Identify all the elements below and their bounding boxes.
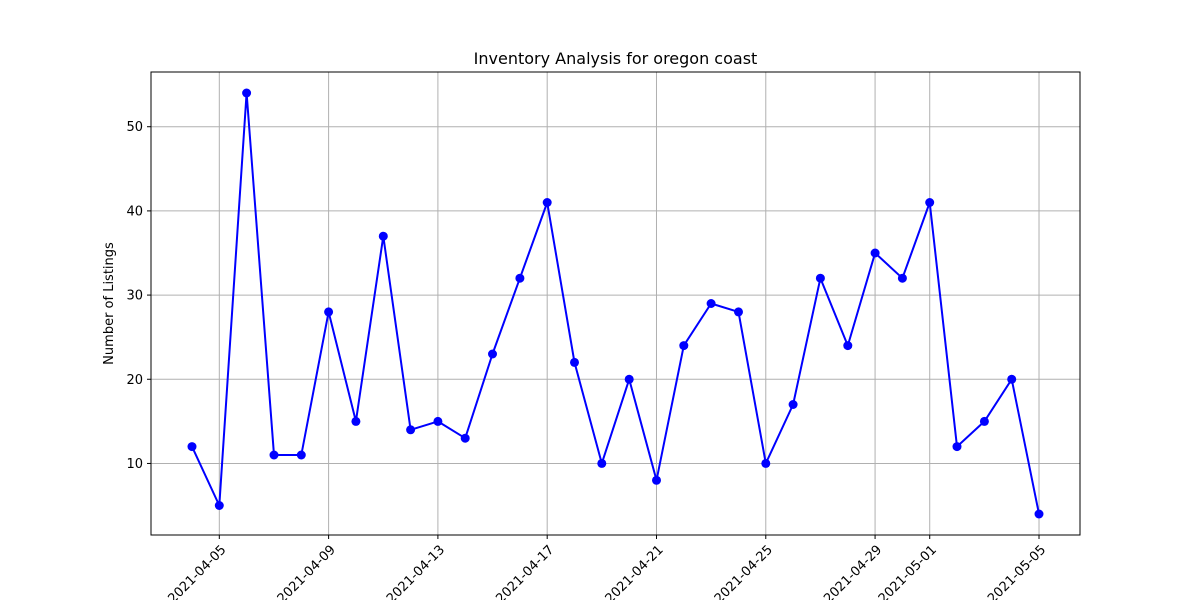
data-point	[542, 198, 552, 207]
y-tick-label: 20	[126, 373, 143, 388]
data-point	[624, 374, 634, 384]
data-point	[679, 341, 689, 351]
x-tick-label: 2021-04-17	[493, 543, 557, 600]
data-point	[870, 248, 880, 258]
data-point	[187, 442, 197, 452]
series-line	[191, 92, 1040, 515]
data-point	[952, 442, 962, 452]
data-point	[269, 450, 279, 460]
data-point	[597, 458, 607, 468]
data-point	[761, 458, 771, 468]
axis-ticks: 10 20 30 40 50 2021-04-05 2021-04-09 2021-04-13…	[126, 120, 1049, 600]
data-point	[378, 231, 388, 241]
data-point	[296, 450, 306, 460]
y-tick-label: 40	[126, 204, 143, 219]
plot-frame	[150, 71, 1081, 536]
data-point	[324, 307, 334, 317]
data-point	[515, 273, 525, 283]
data-point	[460, 433, 470, 443]
data-point	[242, 88, 252, 98]
data-point	[734, 307, 743, 317]
x-tick-label: 2021-05-01	[876, 543, 940, 600]
x-tick-label: 2021-04-13	[384, 543, 448, 600]
y-tick-label: 10	[126, 457, 143, 472]
data-point	[488, 349, 497, 359]
x-tick-label: 2021-04-25	[712, 543, 776, 600]
grid	[151, 72, 1080, 535]
data-point	[843, 341, 853, 351]
data-point	[706, 299, 716, 308]
data-point	[897, 273, 907, 283]
data-point	[815, 273, 825, 283]
data-point	[570, 357, 579, 367]
data-point	[1007, 374, 1017, 384]
x-tick-label: 2021-04-21	[603, 543, 667, 600]
y-axis-label: Number of Listings	[102, 242, 117, 365]
data-point	[788, 400, 798, 409]
x-tick-label: 2021-05-05	[985, 543, 1049, 600]
data-point	[652, 475, 661, 485]
data-point	[351, 416, 361, 426]
data-point	[925, 198, 935, 207]
data-point	[1034, 509, 1044, 519]
data-point	[214, 501, 224, 510]
data-point	[433, 416, 443, 426]
x-tick-label: 2021-04-29	[821, 543, 885, 600]
data-point	[406, 425, 416, 435]
y-tick-label: 50	[126, 120, 143, 135]
y-tick-label: 30	[126, 289, 143, 304]
data-series	[187, 88, 1044, 519]
data-point	[979, 416, 989, 426]
x-tick-label: 2021-04-09	[275, 543, 339, 600]
x-tick-label: 2021-04-05	[165, 543, 229, 600]
chart-title: Inventory Analysis for oregon coast	[474, 49, 758, 68]
